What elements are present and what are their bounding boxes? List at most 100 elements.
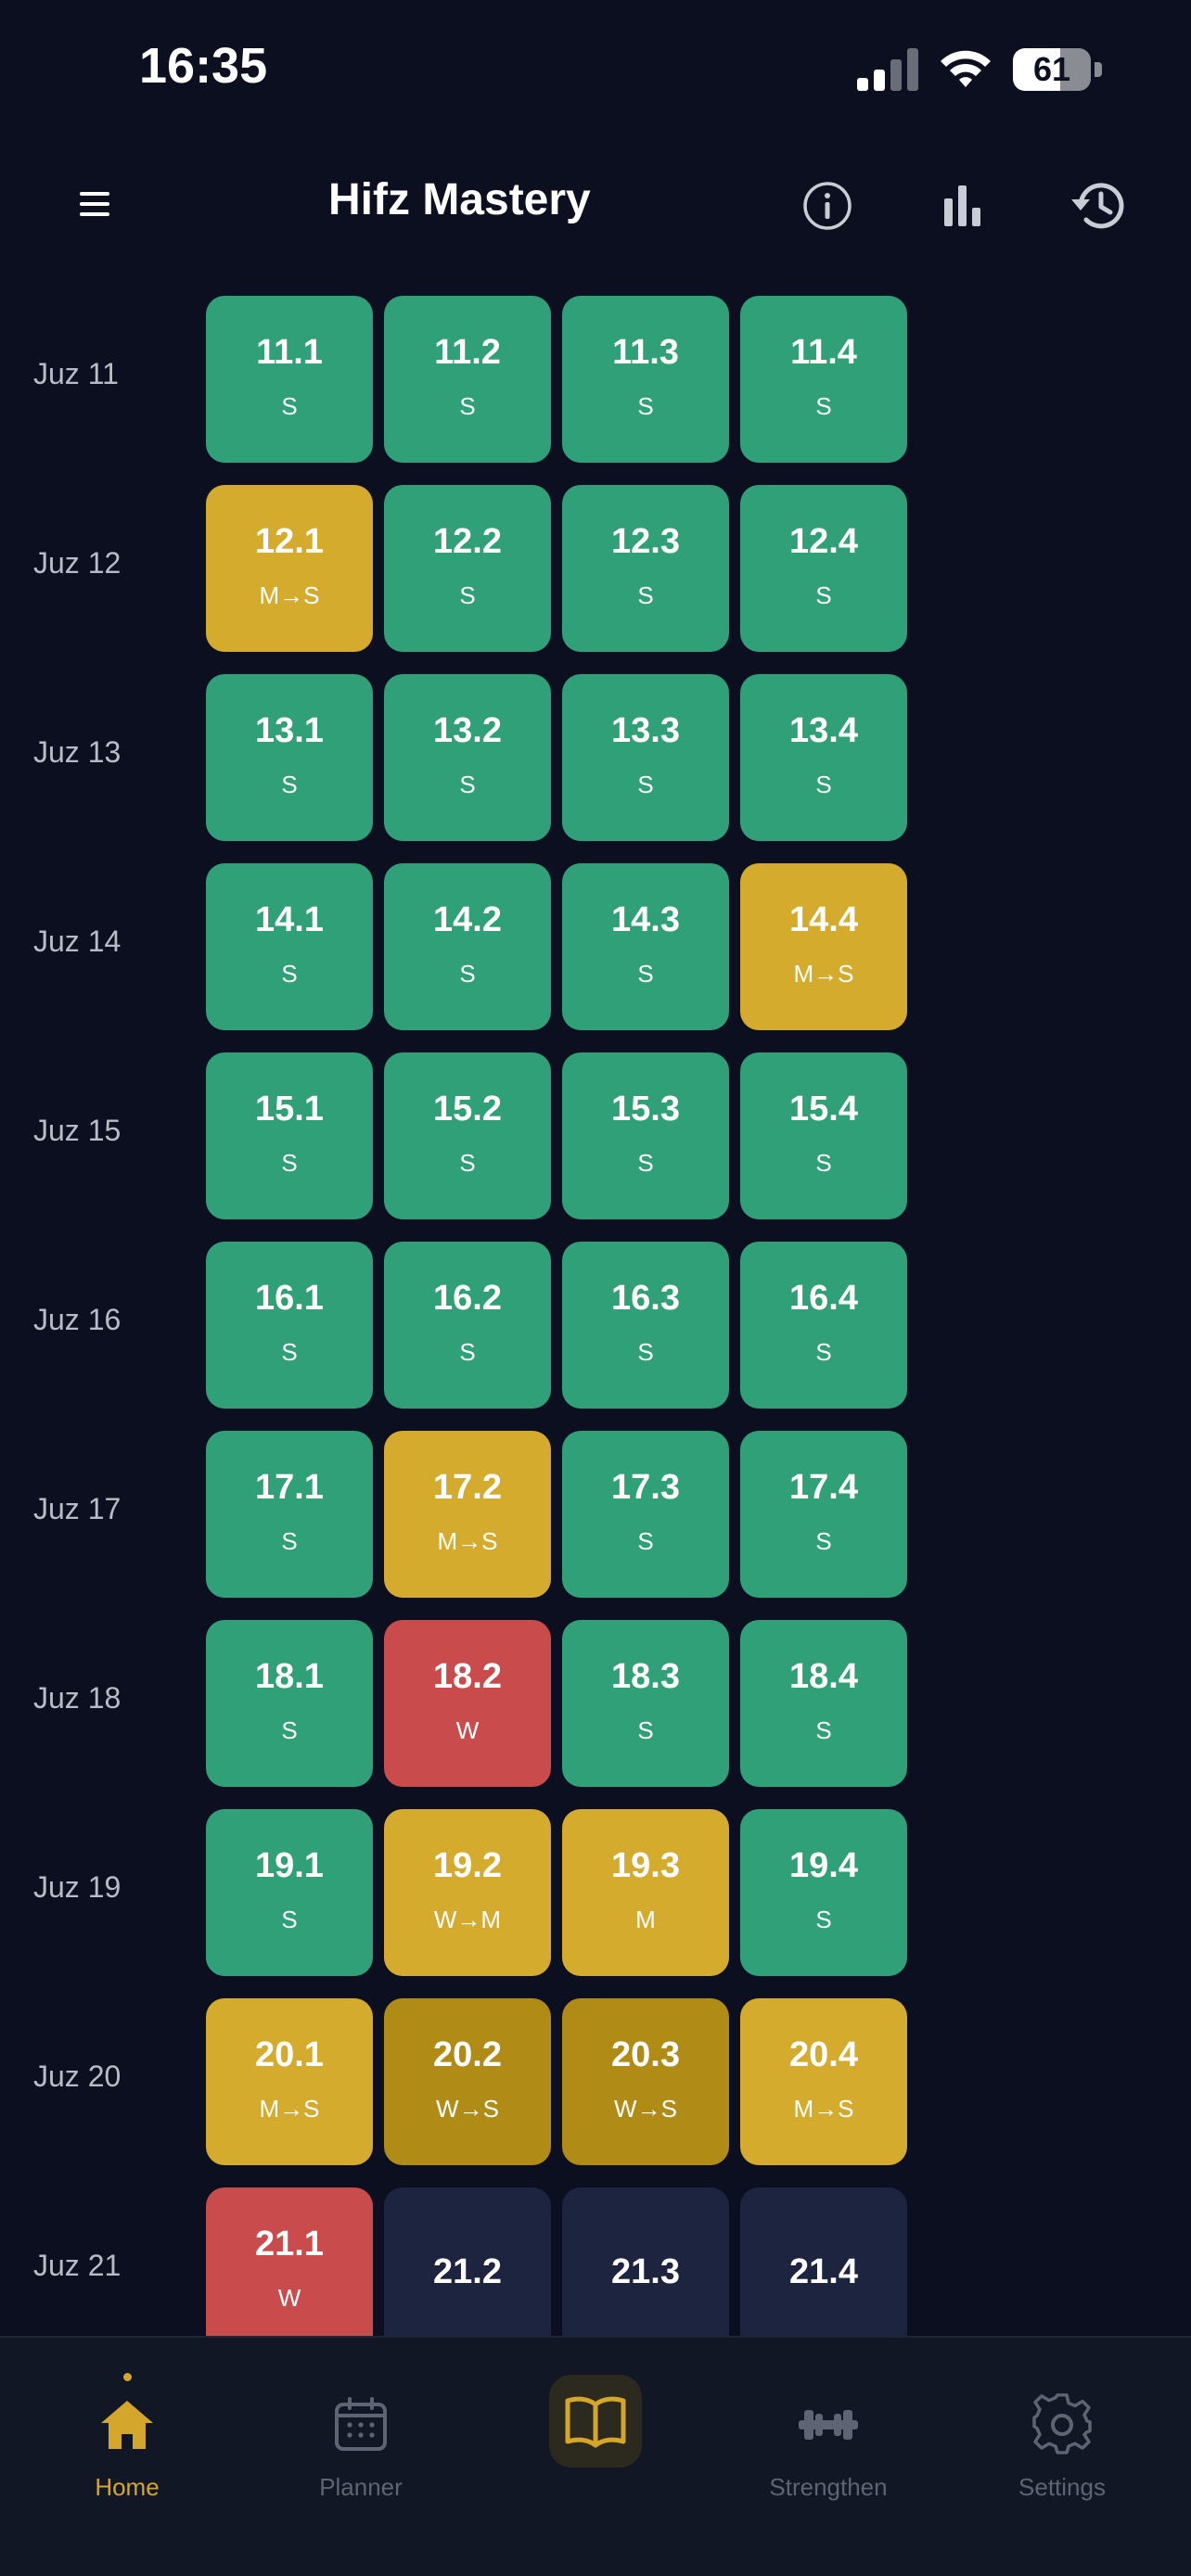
hizb-cell[interactable]: 17.1 S xyxy=(206,1431,373,1598)
bottom-navigation: Home Planner Strengthen xyxy=(0,2336,1191,2576)
juz-row: Juz 14 14.1 S 14.2 S 14.3 S 14.4 M→S xyxy=(0,863,1191,1030)
hizb-number: 13.2 xyxy=(433,711,502,750)
hizb-cell[interactable]: 16.3 S xyxy=(562,1242,729,1409)
hizb-status: S xyxy=(281,960,298,988)
info-button[interactable] xyxy=(788,167,866,245)
nav-strengthen[interactable]: Strengthen xyxy=(736,2373,921,2521)
hizb-cell[interactable]: 16.1 S xyxy=(206,1242,373,1409)
hizb-status: S xyxy=(815,1716,832,1744)
hizb-cell[interactable]: 19.2 W→M xyxy=(384,1809,551,1976)
hizb-cell[interactable]: 15.2 S xyxy=(384,1052,551,1219)
hizb-cell[interactable]: 15.3 S xyxy=(562,1052,729,1219)
hizb-cell[interactable]: 13.2 S xyxy=(384,674,551,841)
calendar-icon xyxy=(335,2397,387,2451)
hizb-cell[interactable]: 16.2 S xyxy=(384,1242,551,1409)
read-quran-button[interactable] xyxy=(549,2375,642,2468)
hizb-number: 21.4 xyxy=(789,2252,858,2291)
hizb-number: 19.3 xyxy=(611,1846,680,1885)
juz-row: Juz 21 21.1 W 21.2 21.3 21.4 xyxy=(0,2187,1191,2336)
hizb-status: S xyxy=(459,1338,476,1366)
history-button[interactable] xyxy=(1057,167,1135,245)
hizb-status: S xyxy=(637,960,654,988)
hizb-cell[interactable]: 14.1 S xyxy=(206,863,373,1030)
hizb-number: 13.4 xyxy=(789,711,858,750)
nav-planner[interactable]: Planner xyxy=(268,2373,454,2521)
hizb-cell[interactable]: 12.3 S xyxy=(562,485,729,652)
hizb-number: 17.4 xyxy=(789,1468,858,1507)
hizb-cell[interactable]: 14.4 M→S xyxy=(740,863,907,1030)
hizb-number: 16.1 xyxy=(255,1279,324,1318)
hizb-cell[interactable]: 18.4 S xyxy=(740,1620,907,1787)
hizb-cell[interactable]: 21.3 xyxy=(562,2187,729,2336)
hizb-cell[interactable]: 16.4 S xyxy=(740,1242,907,1409)
hizb-status: M→S xyxy=(259,581,320,609)
hizb-cell[interactable]: 15.4 S xyxy=(740,1052,907,1219)
hizb-cell[interactable]: 14.3 S xyxy=(562,863,729,1030)
hizb-cell[interactable]: 12.2 S xyxy=(384,485,551,652)
open-book-icon xyxy=(565,2396,626,2448)
juz-row: Juz 19 19.1 S 19.2 W→M 19.3 M 19.4 S xyxy=(0,1809,1191,1976)
hizb-cell[interactable]: 12.4 S xyxy=(740,485,907,652)
hizb-status: S xyxy=(459,960,476,988)
status-time: 16:35 xyxy=(139,38,268,94)
hizb-cell[interactable]: 14.2 S xyxy=(384,863,551,1030)
status-bar: 16:35 61 xyxy=(0,0,1191,139)
hizb-cell[interactable]: 17.4 S xyxy=(740,1431,907,1598)
hizb-cell[interactable]: 11.2 S xyxy=(384,296,551,463)
hizb-cell[interactable]: 20.4 M→S xyxy=(740,1998,907,2165)
juz-label: Juz 11 xyxy=(33,357,119,390)
juz-label: Juz 19 xyxy=(33,1870,122,1904)
hizb-cell[interactable]: 11.3 S xyxy=(562,296,729,463)
hizb-cell[interactable]: 18.2 W xyxy=(384,1620,551,1787)
hizb-cell[interactable]: 13.4 S xyxy=(740,674,907,841)
hizb-number: 15.1 xyxy=(255,1090,324,1129)
hizb-cell[interactable]: 19.3 M xyxy=(562,1809,729,1976)
nav-settings[interactable]: Settings xyxy=(969,2373,1155,2521)
hizb-number: 11.2 xyxy=(434,333,501,372)
hizb-cell[interactable]: 13.1 S xyxy=(206,674,373,841)
hizb-number: 15.2 xyxy=(433,1090,502,1129)
hizb-status: S xyxy=(281,392,298,420)
hizb-number: 16.3 xyxy=(611,1279,680,1318)
battery-percent: 61 xyxy=(1032,50,1071,88)
hizb-cell[interactable]: 17.3 S xyxy=(562,1431,729,1598)
hizb-number: 13.3 xyxy=(611,711,680,750)
hizb-cell[interactable]: 19.4 S xyxy=(740,1809,907,1976)
hizb-number: 18.1 xyxy=(255,1657,324,1696)
hizb-status: S xyxy=(281,1906,298,1933)
juz-row: Juz 16 16.1 S 16.2 S 16.3 S 16.4 S xyxy=(0,1242,1191,1409)
hizb-cell[interactable]: 20.3 W→S xyxy=(562,1998,729,2165)
menu-button[interactable] xyxy=(58,171,132,237)
hizb-cell[interactable]: 11.1 S xyxy=(206,296,373,463)
hizb-cell[interactable]: 21.4 xyxy=(740,2187,907,2336)
hizb-status: S xyxy=(281,1149,298,1177)
hizb-number: 14.3 xyxy=(611,900,680,939)
hizb-cell[interactable]: 13.3 S xyxy=(562,674,729,841)
hizb-cell[interactable]: 17.2 M→S xyxy=(384,1431,551,1598)
hizb-status: S xyxy=(815,1527,832,1555)
nav-planner-label: Planner xyxy=(319,2473,403,2501)
hizb-number: 11.1 xyxy=(256,333,323,372)
hizb-cell[interactable]: 18.1 S xyxy=(206,1620,373,1787)
hizb-status: S xyxy=(637,1716,654,1744)
hizb-status: M xyxy=(635,1906,656,1933)
hizb-number: 11.3 xyxy=(612,333,679,372)
statistics-button[interactable] xyxy=(924,167,1002,245)
hizb-cell[interactable]: 21.2 xyxy=(384,2187,551,2336)
hizb-cell[interactable]: 19.1 S xyxy=(206,1809,373,1976)
hizb-status: S xyxy=(281,1338,298,1366)
hizb-cell[interactable]: 12.1 M→S xyxy=(206,485,373,652)
hizb-cell[interactable]: 18.3 S xyxy=(562,1620,729,1787)
nav-home[interactable]: Home xyxy=(34,2373,220,2521)
hizb-cell[interactable]: 20.1 M→S xyxy=(206,1998,373,2165)
hizb-status: W→S xyxy=(436,2095,499,2123)
info-icon xyxy=(803,182,852,230)
hizb-cell[interactable]: 15.1 S xyxy=(206,1052,373,1219)
hizb-cell[interactable]: 11.4 S xyxy=(740,296,907,463)
wifi-icon xyxy=(941,50,991,87)
hizb-cell[interactable]: 21.1 W xyxy=(206,2187,373,2336)
hizb-number: 16.4 xyxy=(789,1279,858,1318)
hizb-cell[interactable]: 20.2 W→S xyxy=(384,1998,551,2165)
hizb-status: S xyxy=(815,1149,832,1177)
menu-icon xyxy=(80,192,109,216)
